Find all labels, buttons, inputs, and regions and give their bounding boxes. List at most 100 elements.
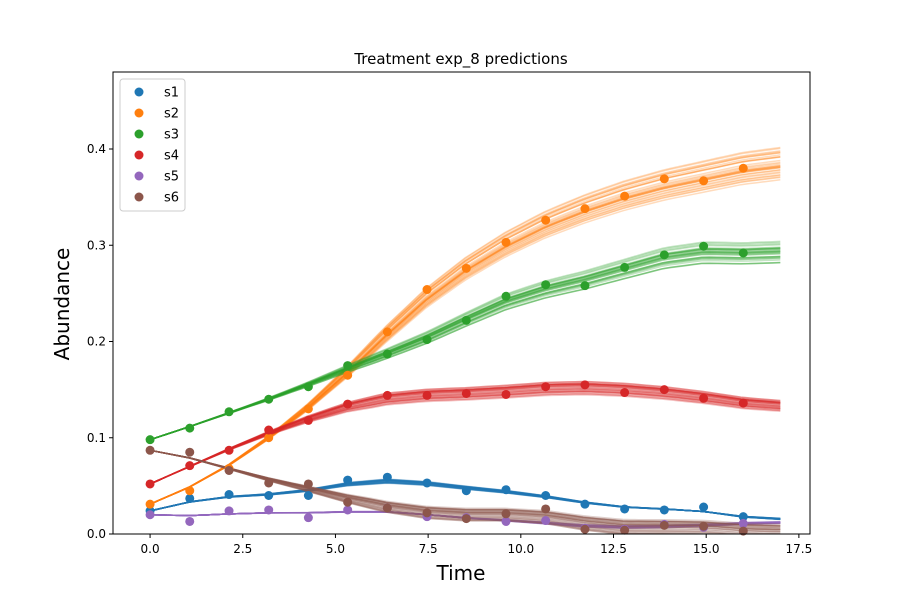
s2-prediction-curve bbox=[149, 174, 781, 505]
s4-prediction-curve bbox=[149, 387, 781, 485]
s5-data-point bbox=[541, 516, 551, 526]
s2-prediction-curve bbox=[149, 154, 781, 505]
s6-prediction-curve bbox=[149, 449, 781, 527]
s4-prediction-curve bbox=[149, 389, 781, 485]
s2-prediction-curve bbox=[149, 173, 781, 505]
s3-data-point bbox=[580, 281, 590, 291]
s2-data-point bbox=[541, 215, 551, 225]
s4-data-point bbox=[382, 390, 392, 400]
s6-prediction-curve bbox=[149, 449, 781, 531]
s6-prediction-curve bbox=[149, 449, 781, 529]
s2-prediction-curve bbox=[149, 156, 781, 505]
s4-data-point bbox=[580, 380, 590, 390]
s2-prediction-curve bbox=[149, 172, 781, 505]
s1-data-point bbox=[461, 486, 471, 496]
s4-prediction-curve bbox=[149, 390, 781, 485]
s4-prediction-curve bbox=[149, 392, 781, 485]
s3-prediction-curve bbox=[149, 255, 781, 441]
s6-data-point bbox=[145, 445, 155, 455]
s1-data-point bbox=[659, 505, 669, 515]
s4-data-point bbox=[501, 389, 511, 399]
s1-data-point bbox=[264, 491, 274, 500]
s1-data-point bbox=[185, 493, 195, 503]
legend-marker-s2 bbox=[134, 108, 144, 118]
s3-prediction-curve bbox=[149, 252, 781, 441]
y-tick-label: 0.1 bbox=[87, 431, 106, 445]
s6-prediction-curve bbox=[149, 449, 781, 530]
s2-prediction-curve bbox=[149, 169, 781, 505]
x-tick-label: 0.0 bbox=[141, 542, 160, 556]
s3-prediction-curve bbox=[149, 262, 781, 441]
s3-data-point bbox=[659, 250, 669, 260]
y-tick-label: 0.2 bbox=[87, 335, 106, 349]
s6-data-point bbox=[659, 520, 669, 530]
s2-prediction-curve bbox=[149, 176, 781, 505]
s2-data-point bbox=[620, 191, 630, 201]
s5-data-point bbox=[738, 518, 748, 528]
s4-prediction-curve bbox=[149, 390, 781, 485]
s6-prediction-curve bbox=[149, 449, 781, 531]
s4-prediction-curve bbox=[149, 380, 781, 485]
s6-data-point bbox=[541, 504, 551, 514]
s1-data-point bbox=[501, 485, 511, 495]
s3-prediction-curve bbox=[149, 243, 781, 441]
s1-data-point bbox=[422, 478, 432, 488]
chart-title: Treatment exp_8 predictions bbox=[353, 50, 568, 69]
s6-data-point bbox=[185, 447, 195, 457]
x-tick-label: 15.0 bbox=[693, 542, 720, 556]
s5-data-point bbox=[303, 513, 313, 523]
x-tick-label: 10.0 bbox=[507, 542, 534, 556]
s3-data-point bbox=[303, 382, 313, 392]
s6-data-point bbox=[461, 514, 471, 524]
s4-data-point bbox=[224, 445, 234, 455]
s3-data-point bbox=[461, 315, 471, 325]
s6-prediction-curve bbox=[149, 449, 781, 525]
s3-prediction-curve bbox=[149, 241, 781, 441]
y-tick-label: 0.4 bbox=[87, 142, 106, 156]
s6-prediction-curve bbox=[149, 449, 781, 527]
s3-prediction-curve bbox=[149, 261, 781, 441]
s4-prediction-curve bbox=[149, 392, 781, 485]
s1-data-point bbox=[343, 475, 353, 485]
s4-data-point bbox=[620, 388, 630, 398]
s6-data-point bbox=[264, 478, 274, 488]
s4-prediction-curve bbox=[149, 390, 781, 485]
legend-marker-s1 bbox=[134, 87, 144, 97]
s6-data-point bbox=[343, 497, 353, 507]
s2-prediction-curve bbox=[149, 169, 781, 505]
s2-prediction-curve bbox=[149, 150, 781, 505]
s3-prediction-curve bbox=[149, 255, 781, 441]
s4-data-point bbox=[185, 461, 195, 471]
s3-prediction-curve bbox=[149, 253, 781, 441]
legend: s1 s2 s3 s4 s5 s6 bbox=[119, 78, 186, 212]
s1-data-point bbox=[620, 504, 630, 514]
observed-points bbox=[145, 163, 748, 536]
s6-data-point bbox=[620, 525, 630, 535]
legend-label-s5: s5 bbox=[164, 170, 179, 185]
prediction-curves bbox=[149, 146, 781, 534]
s3-data-point bbox=[343, 361, 353, 371]
s1-data-point bbox=[541, 491, 551, 500]
s2-prediction-curve bbox=[149, 171, 781, 505]
s5-data-point bbox=[224, 506, 234, 516]
legend-label-s4: s4 bbox=[164, 149, 179, 164]
s6-data-point bbox=[501, 509, 511, 519]
s3-prediction-curve bbox=[149, 244, 781, 441]
s3-prediction-curve bbox=[149, 255, 781, 441]
s2-prediction-curve bbox=[149, 179, 781, 505]
s2-data-point bbox=[461, 263, 471, 273]
s3-prediction-curve bbox=[149, 240, 781, 441]
s4-data-point bbox=[738, 398, 748, 408]
plot-frame bbox=[112, 71, 811, 535]
s4-prediction-curve bbox=[149, 388, 781, 485]
s4-prediction-curve bbox=[149, 380, 781, 485]
legend-marker-s5 bbox=[134, 171, 144, 181]
s6-prediction-curve bbox=[149, 449, 781, 527]
s1-prediction-curve bbox=[149, 478, 781, 521]
s2-data-point bbox=[382, 327, 392, 337]
s3-data-point bbox=[699, 241, 709, 251]
s3-data-point bbox=[501, 291, 511, 301]
s1-data-point bbox=[738, 512, 748, 522]
legend-marker-s6 bbox=[134, 192, 144, 202]
